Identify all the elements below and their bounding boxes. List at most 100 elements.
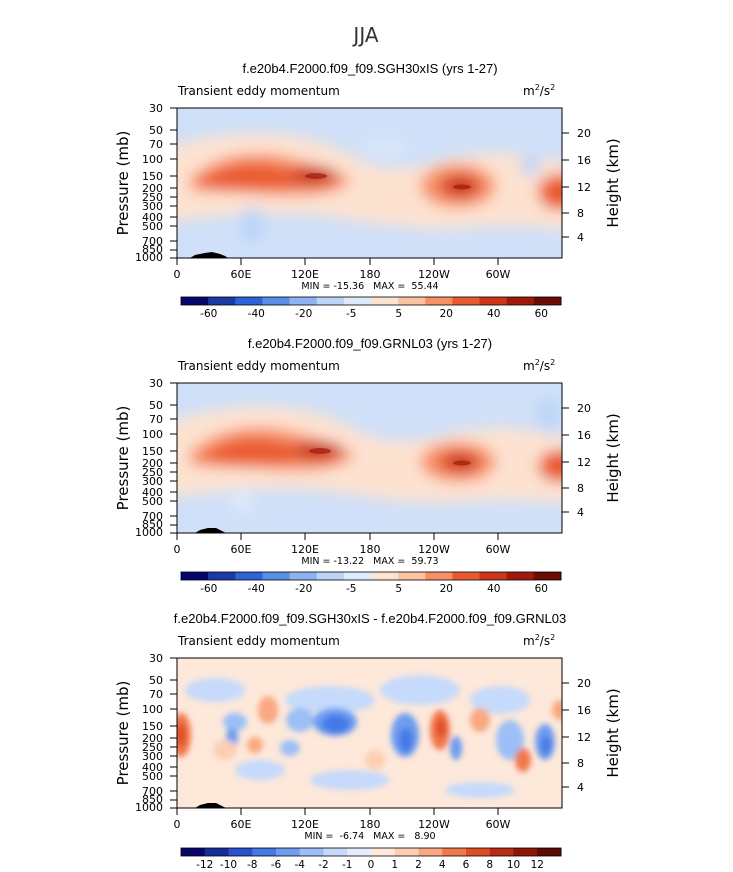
colorbar-swatch (513, 848, 538, 856)
y-tick-label: 700 (142, 235, 163, 248)
y-axis-right: 20 16 12 8 4 (562, 402, 591, 519)
colorbar-frame (180, 571, 562, 581)
diff-negative (322, 715, 350, 733)
diff-patch (470, 686, 530, 714)
y-ticks (170, 657, 177, 809)
diff-patch (185, 678, 245, 702)
colorbar-swatch (181, 848, 206, 856)
y-tick-label: 200 (142, 457, 163, 470)
panel-title: f.e20b4.F2000.f09_f09.GRNL03 (yrs 1-27) (248, 336, 492, 351)
colorbar-tick-label: 5 (395, 583, 402, 595)
height-tick-label: 20 (577, 402, 591, 415)
y-axis-label-right: Height (km) (604, 138, 622, 227)
colorbar-swatch (262, 297, 291, 305)
y-axis-right: 20 16 12 8 4 (562, 127, 591, 244)
x-axis: 0 60E 120E 180 120W 60W (174, 808, 511, 831)
y-tick-label: 500 (142, 495, 163, 508)
height-tick-label: 12 (577, 731, 591, 744)
colorbar-tick-label: -60 (200, 308, 217, 320)
panel-subtitle: Transient eddy momentum (177, 634, 340, 648)
height-tick-label: 12 (577, 456, 591, 469)
y-tick-label: 850 (142, 518, 163, 531)
x-axis: 0 60E 120E 180 120W 60W (174, 533, 511, 556)
colorbar-swatch (289, 572, 318, 580)
y-tick-label: 70 (149, 413, 163, 426)
colorbar-swatch (181, 572, 209, 580)
colorbar-swatch (425, 572, 453, 580)
y-axis-label: Pressure (mb) (114, 131, 132, 236)
diff-positive (213, 740, 237, 760)
x-tick-label: 180 (360, 268, 381, 281)
y-tick-label: 100 (142, 703, 163, 716)
diff-positive (552, 700, 562, 720)
diff-positive (470, 708, 490, 732)
panel-subtitle: Transient eddy momentum (177, 359, 340, 373)
height-tick-label: 4 (577, 506, 584, 519)
topography (195, 803, 226, 808)
colorbar: -60 -40 -20 -5 5 20 40 60 (180, 296, 562, 320)
colorbar-tick-label: 40 (487, 583, 500, 595)
height-tick-label: 20 (577, 127, 591, 140)
x-tick-label: 120E (291, 818, 319, 831)
colorbar-swatch (398, 297, 426, 305)
y-tick-label: 30 (149, 102, 163, 115)
units-label: m2/s2 (523, 633, 555, 648)
colorbar-tick-label: 12 (531, 859, 544, 871)
contour-field (177, 397, 562, 514)
colorbar-swatch (371, 297, 399, 305)
y-tick-label: 250 (142, 741, 163, 754)
x-tick-label: 60E (231, 268, 252, 281)
y-tick-label: 250 (142, 191, 163, 204)
x-tick-label: 60W (486, 268, 511, 281)
y-axis-left: 30 50 70 100 150 200 250 300 400 500 700… (135, 102, 177, 264)
colorbar-swatch (418, 848, 443, 856)
y-tick-label: 200 (142, 732, 163, 745)
colorbar-tick-label: 8 (486, 859, 493, 871)
colorbar-tick-label: -20 (295, 583, 312, 595)
height-tick-label: 4 (577, 781, 584, 794)
colorbar-swatch (316, 572, 345, 580)
colorbar-swatch (537, 848, 562, 856)
x-tick-label: 0 (174, 818, 181, 831)
height-tick-label: 16 (577, 154, 591, 167)
colorbar-swatch (398, 572, 426, 580)
panel-1: f.e20b4.F2000.f09_f09.SGH30xIS (yrs 1-27… (114, 61, 622, 320)
panel-2: f.e20b4.F2000.f09_f09.GRNL03 (yrs 1-27) … (114, 336, 622, 595)
colorbar-tick-label: 40 (487, 308, 500, 320)
colorbar-tick-label: -5 (346, 308, 356, 320)
y-axis-label-right: Height (km) (604, 413, 622, 502)
colorbar-labels: -60 -40 -20 -5 5 20 40 60 (200, 583, 548, 595)
y-tick-label: 200 (142, 182, 163, 195)
colorbar-swatch (228, 848, 253, 856)
colorbar-swatch (343, 297, 372, 305)
diff-positive (365, 750, 385, 770)
diff-negative (280, 740, 300, 756)
colorbar: -12 -10 -8 -6 -4 -2 -1 0 1 2 4 6 8 10 12 (180, 847, 562, 871)
negative-blob-2 (538, 397, 558, 433)
x-tick-label: 120E (291, 268, 319, 281)
x-tick-label: 60W (486, 818, 511, 831)
colorbar-tick-label: -6 (271, 859, 282, 871)
jet-core-west (200, 164, 297, 190)
colorbar-tick-label: -20 (295, 308, 312, 320)
x-tick-label: 60E (231, 543, 252, 556)
colorbar-swatch (208, 297, 236, 305)
plot-area (177, 108, 562, 258)
colorbar: -60 -40 -20 -5 5 20 40 60 (180, 571, 562, 595)
colorbar-swatch (442, 848, 467, 856)
diff-patch (285, 686, 375, 714)
x-ticks (176, 808, 499, 815)
topography (195, 528, 226, 533)
colorbar-tick-label: -12 (196, 859, 213, 871)
colorbar-tick-label: -8 (247, 859, 257, 871)
diff-negative (399, 728, 413, 752)
x-tick-label: 120E (291, 543, 319, 556)
x-tick-label: 120W (418, 818, 450, 831)
x-tick-label: 120W (418, 268, 450, 281)
negative-blob-1 (240, 207, 264, 243)
colorbar-swatch (276, 848, 301, 856)
negative-blob-1 (232, 486, 252, 514)
colorbar-swatch (208, 572, 236, 580)
y-ticks (170, 382, 177, 534)
colorbar-swatch (489, 848, 514, 856)
